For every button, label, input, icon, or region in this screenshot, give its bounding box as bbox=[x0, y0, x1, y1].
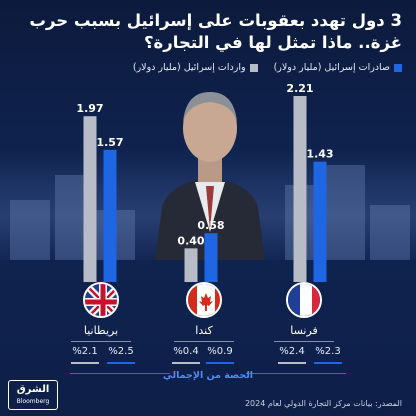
bar-exports-0 bbox=[313, 161, 327, 282]
bar-exports-1 bbox=[204, 233, 218, 282]
divider-canada bbox=[174, 341, 234, 342]
bar-imports-0 bbox=[293, 96, 307, 282]
legend-item-exports: صادرات إسرائيل (مليار دولار) bbox=[274, 62, 402, 73]
canada-flag-icon bbox=[186, 282, 222, 318]
bar-imports-1 bbox=[184, 248, 198, 282]
divider-france bbox=[274, 341, 334, 342]
france-flag-icon bbox=[286, 282, 322, 318]
data-label-imports-1: 0.40 bbox=[177, 234, 204, 247]
legend-swatch-exports bbox=[394, 63, 402, 72]
data-label-exports-1: 0.58 bbox=[197, 219, 224, 232]
caption-rule-left bbox=[70, 373, 170, 378]
bar-exports-2 bbox=[103, 149, 117, 282]
country-name-canada: كندا bbox=[195, 324, 213, 337]
share-line-exports-uk bbox=[107, 362, 135, 364]
bar-imports-2 bbox=[83, 116, 97, 282]
share-exports-canada: %0.9 bbox=[207, 346, 233, 357]
share-imports-france: %2.4 bbox=[279, 346, 305, 357]
share-line-exports-canada bbox=[206, 362, 234, 364]
legend-item-imports: واردات إسرائيل (مليار دولار) bbox=[133, 62, 258, 73]
brand-logo-name: الشرق bbox=[16, 384, 50, 395]
share-imports-canada: %0.4 bbox=[173, 346, 199, 357]
legend: صادرات إسرائيل (مليار دولار) واردات إسرا… bbox=[12, 62, 402, 73]
divider-uk bbox=[71, 341, 131, 342]
share-exports-uk: %2.5 bbox=[108, 346, 134, 357]
uk-flag-icon bbox=[83, 282, 119, 318]
brand-logo-sub: Bloomberg bbox=[16, 398, 50, 405]
share-line-imports-canada bbox=[172, 362, 200, 364]
data-label-exports-2: 1.57 bbox=[96, 136, 123, 149]
share-line-imports-uk bbox=[71, 362, 99, 364]
chart-title: 3 دول تهدد بعقوبات على إسرائيل بسبب حرب … bbox=[29, 11, 402, 52]
brand-logo: الشرق Bloomberg bbox=[8, 380, 58, 410]
legend-label-exports: صادرات إسرائيل (مليار دولار) bbox=[273, 62, 390, 73]
legend-swatch-imports bbox=[249, 63, 258, 72]
share-line-exports-france bbox=[314, 362, 342, 364]
data-label-exports-0: 1.43 bbox=[306, 148, 333, 161]
data-label-imports-2: 1.97 bbox=[76, 102, 103, 115]
portrait-photo bbox=[155, 92, 265, 260]
share-line-imports-france bbox=[278, 362, 306, 364]
share-caption: الحصة من الإجمالي bbox=[162, 370, 254, 381]
country-name-france: فرنسا bbox=[290, 324, 318, 337]
share-imports-uk: %2.1 bbox=[72, 346, 98, 357]
share-exports-france: %2.3 bbox=[315, 346, 341, 357]
data-label-imports-0: 2.21 bbox=[286, 82, 313, 95]
country-name-uk: بريطانيا bbox=[83, 324, 119, 337]
caption-rule-right bbox=[246, 373, 346, 378]
source-note: المصدر: بيانات مركز التجارة الدولي لعام … bbox=[244, 399, 402, 408]
legend-label-imports: واردات إسرائيل (مليار دولار) bbox=[132, 62, 246, 73]
